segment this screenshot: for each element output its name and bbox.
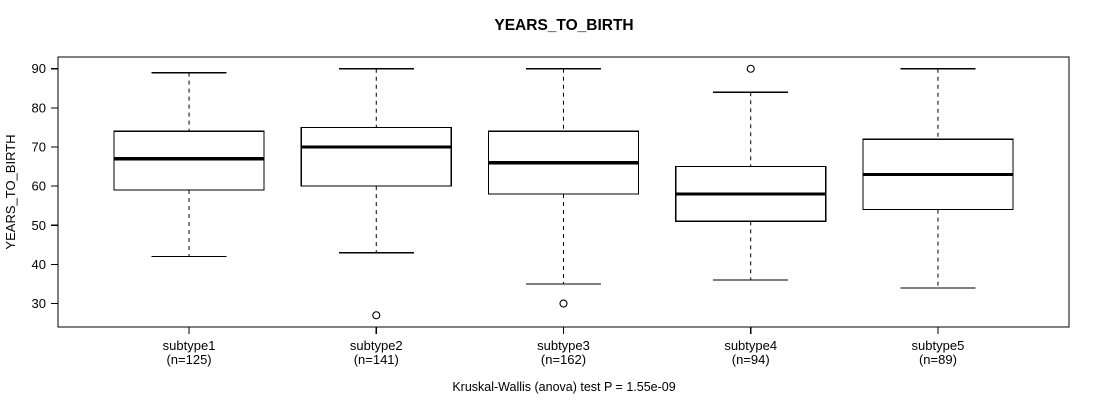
x-tick-label: subtype2 [350,338,403,353]
box-group [675,64,827,281]
x-tick-sublabel: (n=125) [166,352,211,367]
y-axis-title: YEARS_TO_BIRTH [3,134,18,249]
x-tick-sublabel: (n=141) [354,352,399,367]
x-tick-label: subtype5 [912,338,965,353]
y-tick-label: 70 [32,140,46,155]
y-tick-label: 30 [32,296,46,311]
box-group [862,68,1014,289]
box-rect [113,130,265,191]
outlier-point [559,299,568,308]
chart-title: YEARS_TO_BIRTH [494,17,633,34]
x-tick-sublabel: (n=89) [919,352,957,367]
y-tick-label: 90 [32,61,46,76]
x-tick-label: subtype3 [537,338,590,353]
y-axis: 30 40 50 60 70 80 90 [32,61,58,311]
outlier-point [372,311,381,320]
outlier-point [746,64,755,73]
y-tick-label: 60 [32,179,46,194]
box-group [113,72,265,258]
stat-test-caption: Kruskal-Wallis (anova) test P = 1.55e-09 [452,380,675,394]
box-group [300,68,452,320]
x-tick-sublabel: (n=94) [732,352,770,367]
box-group [487,68,640,308]
y-tick-label: 40 [32,257,46,272]
box-rect [300,126,452,187]
x-axis: subtype1(n=125)subtype2(n=141)subtype3(n… [163,327,965,367]
x-tick-sublabel: (n=162) [541,352,586,367]
x-tick-label: subtype4 [724,338,777,353]
y-tick-label: 80 [32,100,46,115]
boxes [113,64,1014,320]
y-tick-label: 50 [32,218,46,233]
x-tick-label: subtype1 [163,338,216,353]
